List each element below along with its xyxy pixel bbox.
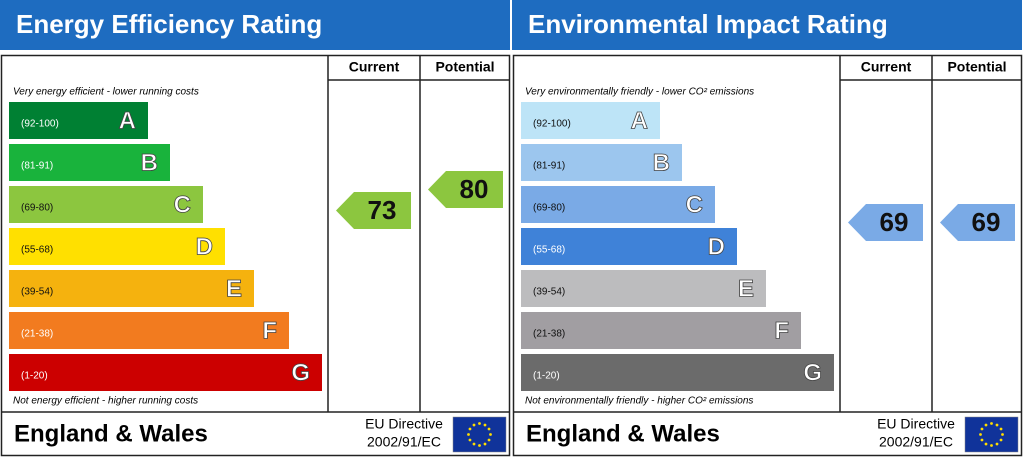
rating-arrow: [428, 171, 503, 208]
flag-star: [990, 444, 993, 447]
flag-star: [995, 423, 999, 427]
flag-star: [999, 427, 1003, 431]
table-frame: [512, 54, 1023, 457]
band-range: (55-68): [533, 245, 565, 256]
band-range: (39-54): [21, 287, 53, 298]
band-letter: C: [174, 191, 191, 218]
header-bar: [0, 0, 510, 50]
rating-band: [521, 312, 801, 349]
rating-band: [521, 144, 682, 181]
band-range: (21-38): [21, 329, 53, 340]
top-note: Very energy efficient - lower running co…: [13, 87, 199, 98]
flag-star: [483, 442, 487, 446]
band-range: (92-100): [21, 119, 59, 130]
rating-arrow: [336, 192, 411, 229]
band-letter: G: [803, 359, 822, 386]
band-range: (81-91): [21, 161, 53, 172]
table-frame: [0, 54, 511, 457]
flag-star: [979, 433, 982, 436]
band-letter: B: [141, 149, 158, 176]
band-range: (1-20): [21, 371, 48, 382]
flag-star: [483, 423, 487, 427]
flag-star: [468, 427, 472, 431]
flag-star: [478, 422, 481, 425]
rating-arrow: [940, 204, 1015, 241]
rating-band: [9, 312, 289, 349]
band-letter: A: [631, 107, 648, 134]
panel-title: Environmental Impact Rating: [528, 9, 888, 39]
header-bar: [512, 0, 1022, 50]
flag-star: [995, 442, 999, 446]
rating-band: [9, 102, 148, 139]
flag-star: [980, 427, 984, 431]
rating-band: [9, 354, 322, 391]
rating-value: 80: [460, 174, 489, 204]
band-range: (92-100): [533, 119, 571, 130]
flag-star: [487, 427, 491, 431]
band-range: (69-80): [21, 203, 53, 214]
directive: 2002/91/EC: [879, 434, 953, 450]
flag-star: [984, 423, 988, 427]
band-letter: B: [653, 149, 670, 176]
rating-band: [521, 228, 737, 265]
flag-star: [990, 422, 993, 425]
rating-band: [9, 144, 170, 181]
band-letter: F: [774, 317, 789, 344]
column-header: Current: [861, 59, 912, 75]
flag-star: [489, 433, 492, 436]
directive: EU Directive: [365, 416, 443, 432]
rating-band: [521, 354, 834, 391]
band-range: (81-91): [533, 161, 565, 172]
rating-band: [9, 228, 225, 265]
band-range: (1-20): [533, 371, 560, 382]
rating-value: 73: [368, 195, 397, 225]
band-letter: C: [686, 191, 703, 218]
flag-star: [472, 442, 476, 446]
column-header: Potential: [435, 59, 494, 75]
region: England & Wales: [526, 420, 720, 447]
rating-value: 69: [972, 207, 1001, 237]
region: England & Wales: [14, 420, 208, 447]
rating-band: [9, 186, 203, 223]
rating-band: [521, 102, 660, 139]
flag-star: [468, 438, 472, 442]
band-letter: D: [708, 233, 725, 260]
rating-band: [521, 270, 766, 307]
flag-star: [999, 438, 1003, 442]
top-note: Very environmentally friendly - lower CO…: [525, 87, 754, 98]
flag-star: [984, 442, 988, 446]
bottom-note: Not energy efficient - higher running co…: [13, 396, 198, 407]
band-letter: A: [119, 107, 136, 134]
band-letter: E: [226, 275, 242, 302]
bottom-note: Not environmentally friendly - higher CO…: [525, 396, 753, 407]
band-range: (21-38): [533, 329, 565, 340]
band-letter: G: [291, 359, 310, 386]
flag-star: [980, 438, 984, 442]
band-letter: E: [738, 275, 754, 302]
flag-star: [478, 444, 481, 447]
band-range: (55-68): [21, 245, 53, 256]
rating-arrow: [848, 204, 923, 241]
band-range: (39-54): [533, 287, 565, 298]
panel-title: Energy Efficiency Rating: [16, 9, 322, 39]
band-letter: D: [196, 233, 213, 260]
rating-value: 69: [880, 207, 909, 237]
directive: EU Directive: [877, 416, 955, 432]
directive: 2002/91/EC: [367, 434, 441, 450]
flag-star: [467, 433, 470, 436]
flag-star: [472, 423, 476, 427]
column-header: Potential: [947, 59, 1006, 75]
flag-star: [1001, 433, 1004, 436]
rating-band: [9, 270, 254, 307]
flag-star: [487, 438, 491, 442]
column-header: Current: [349, 59, 400, 75]
band-letter: F: [262, 317, 277, 344]
rating-band: [521, 186, 715, 223]
band-range: (69-80): [533, 203, 565, 214]
